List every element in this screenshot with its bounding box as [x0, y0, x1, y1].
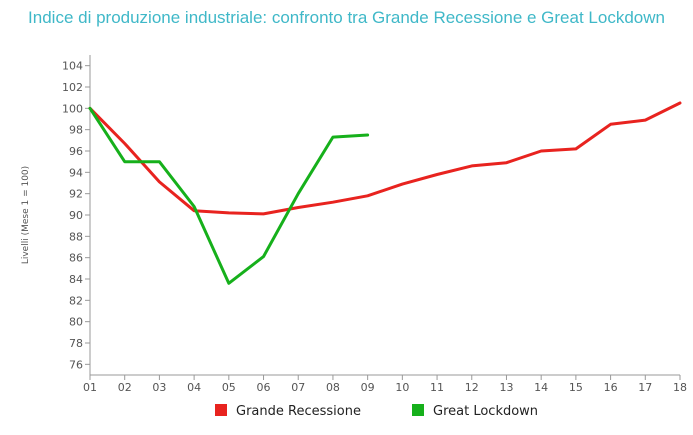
y-tick-label: 80 — [69, 316, 83, 329]
x-tick-label: 02 — [118, 381, 132, 394]
y-tick-label: 94 — [69, 166, 83, 179]
x-tick-label: 12 — [465, 381, 479, 394]
y-tick-label: 100 — [62, 102, 83, 115]
y-tick-label: 98 — [69, 124, 83, 137]
x-tick-label: 18 — [673, 381, 687, 394]
axes: 76 78 80 82 84 86 88 90 92 94 96 98 100 102 104 01 02 03 0… — [21, 55, 687, 394]
chart-title: Indice di produzione industriale: confro… — [28, 8, 665, 27]
series-line-2 — [88, 106, 370, 285]
x-tick-label: 03 — [152, 381, 166, 394]
y-tick-label: 76 — [69, 358, 83, 371]
y-tick-label: 88 — [69, 230, 83, 243]
x-tick-label: 07 — [291, 381, 305, 394]
x-tick-label: 16 — [604, 381, 618, 394]
legend-label: Great Lockdown — [433, 404, 538, 419]
x-tick-label: 14 — [534, 381, 548, 394]
legend: Grande Recessione Great Lockdown — [215, 404, 538, 419]
y-tick-label: 82 — [69, 294, 83, 307]
x-tick-label: 06 — [257, 381, 271, 394]
y-tick-label: 92 — [69, 188, 83, 201]
y-tick-label: 84 — [69, 273, 83, 286]
y-tick-label: 102 — [62, 81, 83, 94]
y-tick-label: 90 — [69, 209, 83, 222]
x-tick-label: 05 — [222, 381, 236, 394]
y-tick-label: 104 — [62, 60, 83, 73]
y-tick-label: 78 — [69, 337, 83, 350]
y-axis-label: Livelli (Mese 1 = 100) — [21, 166, 31, 264]
legend-swatch — [215, 404, 227, 416]
y-tick-label: 96 — [69, 145, 83, 158]
x-tick-label: 13 — [499, 381, 513, 394]
x-tick-label: 11 — [430, 381, 444, 394]
x-tick-label: 15 — [569, 381, 583, 394]
legend-label: Grande Recessione — [236, 404, 361, 419]
x-tick-label: 04 — [187, 381, 201, 394]
x-tick-label: 08 — [326, 381, 340, 394]
x-tick-label: 01 — [83, 381, 97, 394]
legend-swatch — [412, 404, 424, 416]
y-tick-label: 86 — [69, 252, 83, 265]
x-tick-label: 10 — [395, 381, 409, 394]
x-tick-label: 17 — [638, 381, 652, 394]
series-line-1 — [88, 101, 682, 216]
x-tick-label: 09 — [361, 381, 375, 394]
series-layer — [88, 101, 682, 285]
